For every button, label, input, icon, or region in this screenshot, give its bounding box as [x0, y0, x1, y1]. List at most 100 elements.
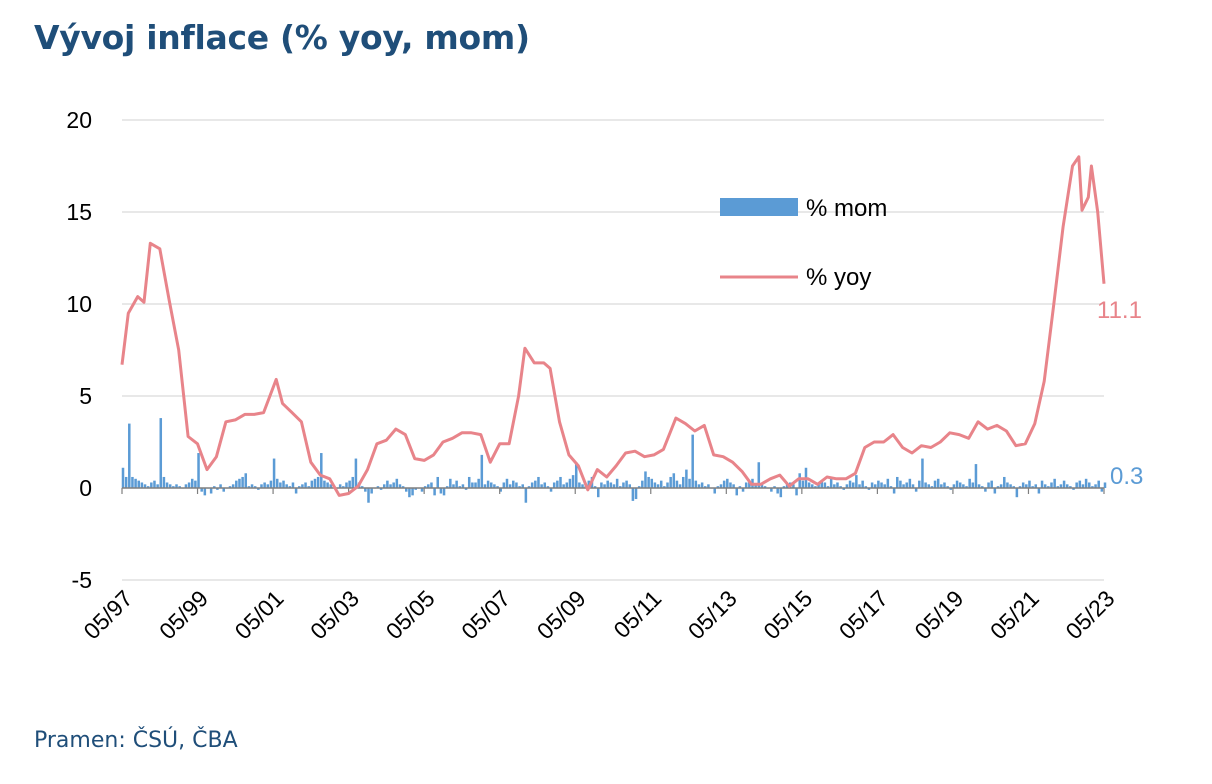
yoy-end-label: 11.1 — [1097, 297, 1142, 324]
mom-bar — [405, 488, 408, 492]
mom-bar — [578, 482, 581, 488]
mom-bar — [606, 480, 609, 488]
mom-bar — [663, 486, 666, 488]
mom-bar — [943, 482, 946, 488]
mom-bar — [326, 482, 329, 488]
mom-bar — [515, 482, 518, 488]
mom-bar — [266, 484, 270, 488]
mom-bar — [1025, 484, 1028, 488]
mom-bar — [307, 486, 310, 488]
mom-bar — [568, 478, 572, 488]
mom-bar — [855, 475, 858, 488]
mom-bar — [304, 482, 307, 488]
mom-bar — [870, 482, 874, 488]
mom-bar — [411, 488, 414, 496]
mom-bar — [121, 467, 125, 488]
mom-bar — [918, 480, 921, 488]
mom-bar — [442, 488, 446, 496]
mom-bar — [231, 484, 235, 488]
mom-bar — [134, 478, 137, 488]
mom-bar — [659, 480, 663, 488]
mom-bar — [984, 488, 987, 492]
legend-mom-label: % mom — [806, 195, 887, 222]
mom-bar — [348, 480, 351, 488]
mom-bar — [247, 486, 251, 488]
mom-bar — [433, 488, 436, 496]
legend-mom-swatch — [720, 198, 798, 216]
mom-bar — [666, 482, 669, 488]
mom-bar — [382, 484, 386, 488]
mom-bar — [996, 486, 1000, 488]
mom-bar — [172, 486, 175, 488]
mom-bar — [420, 488, 424, 492]
mom-bar — [889, 486, 893, 488]
mom-bar — [691, 434, 694, 488]
mom-bar — [367, 488, 370, 503]
mom-bar — [316, 476, 320, 488]
mom-bar — [921, 458, 924, 488]
mom-bar — [379, 488, 383, 490]
mom-bar — [512, 480, 515, 488]
mom-bar — [1072, 488, 1075, 490]
mom-bar — [924, 482, 927, 488]
mom-bar — [792, 484, 795, 488]
mom-bar — [1084, 478, 1088, 488]
mom-bar — [146, 486, 150, 488]
mom-bar — [338, 484, 342, 488]
mom-bar — [763, 486, 767, 488]
mom-bar — [571, 475, 575, 488]
mom-bar — [864, 486, 868, 488]
inflation-chart: 20 15 10 5 0 -5 05/97 05/99 05/01 05/03 05/05 05/0… — [66, 107, 1143, 644]
y-tick-label: -5 — [72, 567, 92, 593]
mom-bar — [345, 482, 348, 488]
mom-bar — [194, 480, 197, 488]
mom-bar — [770, 488, 773, 492]
x-tick-label: 05/97 — [78, 585, 137, 644]
mom-bar — [980, 486, 984, 488]
mom-bar — [593, 486, 597, 488]
x-tick-label: 05/15 — [758, 585, 817, 644]
mom-bar — [738, 486, 742, 488]
mom-bar — [946, 486, 949, 488]
mom-bar — [867, 488, 871, 490]
mom-bar — [408, 488, 411, 498]
mom-bar — [184, 484, 188, 488]
mom-bar — [423, 486, 427, 488]
mom-bar — [612, 484, 616, 488]
mom-bar — [471, 482, 474, 488]
mom-bar — [911, 484, 915, 488]
mom-bar — [930, 486, 934, 488]
mom-bar — [253, 486, 257, 488]
mom-bar — [641, 480, 644, 488]
mom-bar — [987, 482, 990, 488]
mom-bar — [1037, 488, 1041, 494]
x-tick-label: 05/01 — [230, 585, 289, 644]
mom-bar — [131, 476, 134, 488]
x-tick-label: 05/21 — [985, 585, 1044, 644]
mom-bar — [354, 458, 358, 488]
mom-bar — [556, 480, 559, 488]
mom-bar — [936, 478, 940, 488]
legend: % mom % yoy — [720, 195, 887, 291]
mom-bar — [436, 476, 440, 488]
mom-bar — [820, 480, 823, 488]
mom-bar — [968, 478, 971, 488]
mom-bar — [927, 484, 931, 488]
mom-bar — [272, 458, 276, 488]
mom-bar — [1018, 486, 1022, 488]
gridlines — [122, 119, 1104, 581]
mom-bar — [449, 478, 452, 488]
mom-bar — [958, 482, 962, 488]
mom-bar — [962, 484, 965, 488]
mom-bar — [480, 454, 484, 488]
mom-bar — [549, 488, 553, 492]
mom-bar — [977, 484, 981, 488]
mom-bar — [178, 486, 181, 488]
mom-bar — [619, 486, 622, 488]
mom-bar — [474, 482, 477, 488]
mom-bar — [615, 478, 619, 488]
mom-bar — [902, 484, 905, 488]
mom-bar — [955, 480, 959, 488]
mom-bar — [228, 486, 232, 488]
mom-bar — [782, 486, 786, 488]
